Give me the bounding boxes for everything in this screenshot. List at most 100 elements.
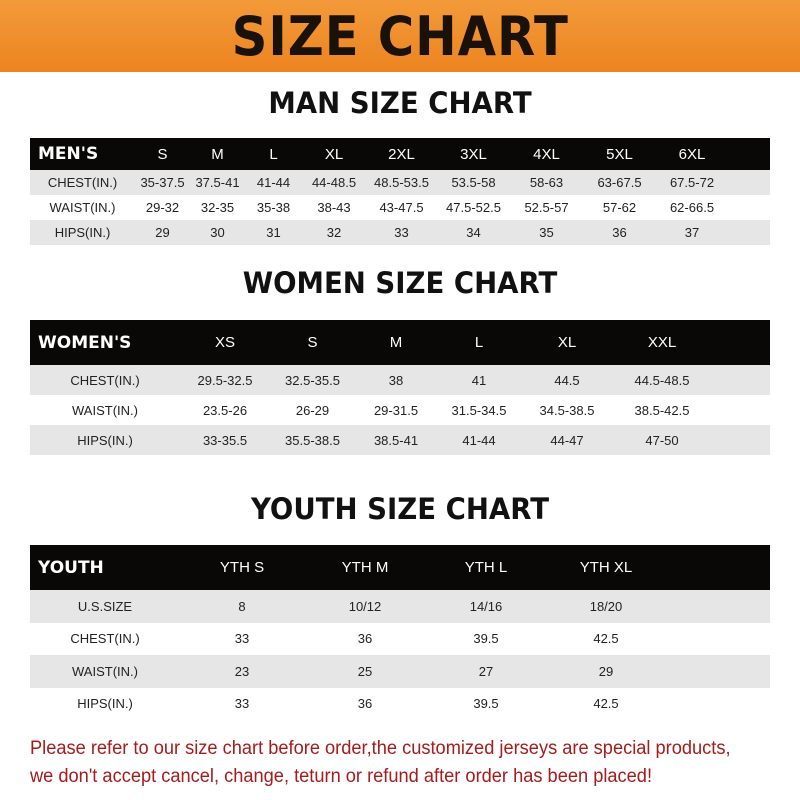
table-cell: YTH L	[464, 559, 508, 576]
table-cell: 47-50	[645, 432, 679, 448]
table-cell: XL	[557, 334, 577, 351]
row-label: CHEST(IN.)	[47, 175, 118, 190]
table-cell: 52.5-57	[524, 200, 569, 215]
table-cell: 36	[612, 225, 627, 240]
men-title: MAN SIZE CHART	[268, 86, 532, 120]
table-cell: M	[211, 145, 224, 163]
table-cell: 35-38	[256, 200, 291, 215]
table-cell: 23	[234, 663, 250, 679]
table-cell: 34	[466, 225, 481, 240]
table-cell: 35	[539, 225, 554, 240]
row-label: CHEST(IN.)	[70, 372, 140, 388]
table-cell: 10/12	[348, 598, 382, 614]
table-cell: 42.5	[593, 696, 619, 712]
table-cell: 29.5-32.5	[197, 372, 253, 388]
table-cell: 67.5-72	[669, 175, 715, 190]
table-row: WAIST(IN.) 23.5-26 26-29 29-31.5 31.5-34.5 34…	[30, 395, 770, 425]
table-cell: 44-48.5	[311, 175, 357, 190]
table-cell: 2XL	[388, 145, 415, 163]
table-cell: 39.5	[473, 696, 499, 712]
women-size-table: WOMEN'S XS S M L XL XXL CHEST(IN.) 29.5-32.5 32.5…	[30, 320, 770, 455]
table-cell: YTH XL	[579, 559, 633, 576]
table-cell: 29-32	[145, 200, 180, 215]
table-cell: 29	[155, 225, 170, 240]
table-cell: 29-31.5	[373, 402, 419, 418]
row-label: WAIST(IN.)	[72, 663, 138, 679]
table-cell: 39.5	[473, 631, 499, 647]
row-label: HIPS(IN.)	[77, 432, 133, 448]
table-cell: M	[389, 334, 403, 351]
table-cell: L	[269, 145, 278, 163]
table-cell: 33	[394, 225, 409, 240]
table-cell: 47.5-52.5	[446, 200, 501, 215]
banner: SIZE CHART	[0, 0, 800, 72]
table-cell: 33	[234, 631, 250, 647]
table-row: HIPS(IN.) 33-35.5 35.5-38.5 38.5-41 41-44 44-…	[30, 425, 770, 455]
table-cell: 37.5-41	[195, 175, 240, 190]
row-label: YOUTH	[38, 557, 104, 578]
table-cell: 33	[234, 696, 250, 712]
table-cell: 27	[478, 663, 494, 679]
table-cell: 37	[684, 225, 700, 240]
row-label: CHEST(IN.)	[70, 631, 140, 647]
table-cell: YTH S	[219, 559, 265, 576]
table-cell: XS	[214, 334, 235, 351]
table-cell: 35-37.5	[140, 175, 185, 190]
table-cell: 42.5	[593, 631, 619, 647]
row-label: WAIST(IN.)	[49, 200, 116, 215]
men-size-table: MEN'S S M L XL 2XL 3XL 4XL 5XL 6XL CHEST(IN.) 35-37…	[30, 138, 770, 245]
table-row: WAIST(IN.) 29-32 32-35 35-38 38-43 43-47.5 47.…	[30, 195, 770, 220]
row-label: WAIST(IN.)	[72, 402, 138, 418]
table-cell: 35.5-38.5	[285, 432, 340, 448]
table-header-row: WOMEN'S XS S M L XL XXL	[30, 320, 770, 365]
table-cell: 43-47.5	[379, 200, 424, 215]
row-label: HIPS(IN.)	[77, 696, 133, 712]
youth-title: YOUTH SIZE CHART	[250, 492, 550, 526]
table-row: CHEST(IN.) 33 36 39.5 42.5	[30, 622, 770, 655]
disclaimer-note: Please refer to our size chart before or…	[30, 735, 760, 791]
table-cell: 44.5	[554, 372, 580, 388]
table-cell: XXL	[647, 334, 677, 351]
row-label: WOMEN'S	[38, 332, 132, 353]
table-cell: 62-66.5	[669, 200, 715, 215]
table-cell: 53.5-58	[451, 175, 496, 190]
table-cell: 31.5-34.5	[451, 402, 507, 418]
row-label: U.S.SIZE	[77, 598, 133, 614]
table-cell: 3XL	[460, 145, 487, 163]
table-cell: 41-44	[256, 175, 291, 190]
table-row: CHEST(IN.) 35-37.5 37.5-41 41-44 44-48.5 48.5…	[30, 170, 770, 195]
table-cell: 38	[388, 372, 404, 388]
table-cell: XL	[324, 145, 344, 163]
table-cell: 36	[357, 631, 373, 647]
table-cell: 8	[238, 598, 246, 614]
table-cell: 32	[326, 225, 342, 240]
table-cell: 26-29	[295, 402, 330, 418]
table-cell: 38.5-41	[373, 432, 419, 448]
table-cell: 6XL	[678, 145, 706, 163]
note-line-2: we don't accept cancel, change, teturn o…	[30, 766, 653, 787]
table-cell: 14/16	[469, 598, 503, 614]
table-cell: 38-43	[317, 200, 351, 215]
table-cell: 58-63	[529, 175, 564, 190]
banner-title: SIZE CHART	[231, 4, 569, 68]
table-cell: 41	[471, 372, 487, 388]
table-cell: 32-35	[200, 200, 235, 215]
table-cell: 4XL	[533, 145, 560, 163]
table-cell: 25	[357, 663, 373, 679]
table-cell: L	[474, 334, 484, 351]
table-cell: 63-67.5	[597, 175, 642, 190]
row-label: HIPS(IN.)	[54, 225, 111, 240]
table-row: WAIST(IN.) 23 25 27 29	[30, 655, 770, 688]
table-cell: 34.5-38.5	[539, 402, 595, 418]
table-cell: S	[157, 145, 168, 163]
table-cell: YTH M	[341, 559, 389, 576]
table-cell: S	[307, 334, 318, 351]
table-header-row: YOUTH YTH S YTH M YTH L YTH XL	[30, 545, 770, 590]
youth-size-table: YOUTH YTH S YTH M YTH L YTH XL U.S.SIZE 8 10/12…	[30, 545, 770, 720]
table-cell: 38.5-42.5	[634, 402, 690, 418]
table-row: HIPS(IN.) 33 36 39.5 42.5	[30, 687, 770, 720]
note-line-1: Please refer to our size chart before or…	[30, 738, 731, 759]
table-cell: 5XL	[606, 145, 633, 163]
table-cell: 30	[210, 225, 225, 240]
table-cell: 31	[266, 225, 281, 240]
